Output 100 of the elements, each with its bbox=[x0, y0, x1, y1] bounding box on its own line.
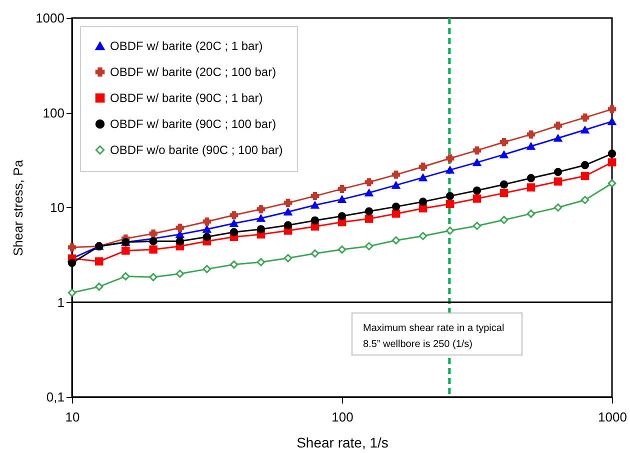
point bbox=[418, 162, 428, 171]
point bbox=[392, 170, 400, 179]
point bbox=[202, 264, 212, 274]
point bbox=[94, 282, 104, 291]
x-axis-title: Shear rate, 1/s bbox=[296, 434, 388, 450]
point bbox=[149, 273, 158, 282]
point bbox=[526, 142, 536, 150]
point bbox=[122, 246, 130, 255]
point bbox=[364, 178, 374, 186]
point bbox=[392, 182, 400, 189]
point bbox=[418, 174, 428, 182]
point bbox=[580, 126, 590, 134]
point bbox=[446, 166, 454, 174]
point bbox=[149, 237, 158, 246]
point bbox=[310, 192, 320, 200]
point bbox=[608, 179, 616, 188]
point bbox=[149, 230, 158, 238]
point bbox=[472, 222, 482, 230]
point bbox=[176, 270, 184, 278]
point bbox=[392, 202, 400, 211]
point bbox=[284, 208, 292, 216]
point bbox=[68, 288, 76, 297]
point bbox=[256, 214, 266, 222]
point bbox=[364, 214, 374, 223]
point bbox=[580, 161, 590, 170]
point bbox=[446, 192, 454, 200]
point bbox=[472, 146, 482, 155]
y-tick-label: 1 bbox=[57, 294, 64, 310]
point bbox=[284, 254, 292, 262]
point bbox=[526, 183, 536, 192]
x-tick-label: 1000 bbox=[598, 410, 627, 424]
point bbox=[472, 194, 482, 203]
point bbox=[446, 154, 454, 162]
point bbox=[284, 198, 292, 207]
legend-label: OBDF w/ barite (90C ; 100 bar) bbox=[110, 117, 276, 131]
point bbox=[580, 196, 590, 204]
legend-label: OBDF w/ barite (20C ; 1 bar) bbox=[110, 39, 263, 53]
point bbox=[472, 186, 482, 195]
point bbox=[526, 174, 536, 182]
point bbox=[392, 236, 400, 244]
point bbox=[418, 204, 428, 212]
point bbox=[608, 150, 616, 158]
point bbox=[202, 232, 212, 241]
point bbox=[338, 184, 346, 194]
point bbox=[364, 242, 374, 250]
point bbox=[446, 200, 454, 208]
point bbox=[122, 272, 130, 280]
point bbox=[230, 211, 238, 220]
point bbox=[500, 150, 508, 158]
point bbox=[500, 216, 508, 224]
legend-label: OBDF w/ barite (20C ; 100 bar) bbox=[110, 65, 276, 79]
point bbox=[554, 134, 562, 142]
point bbox=[364, 189, 374, 196]
point bbox=[364, 207, 374, 216]
point bbox=[176, 237, 184, 246]
point bbox=[418, 198, 428, 206]
point bbox=[446, 226, 454, 235]
point bbox=[230, 220, 238, 228]
y-axis-title: Shear stress, Pa bbox=[10, 159, 26, 256]
point bbox=[338, 196, 346, 203]
point bbox=[230, 228, 238, 236]
point bbox=[500, 188, 508, 198]
point bbox=[256, 258, 266, 266]
point bbox=[608, 118, 616, 126]
x-tick-label: 100 bbox=[332, 410, 354, 424]
x-tick-label: 10 bbox=[65, 410, 80, 424]
point bbox=[256, 225, 266, 234]
point bbox=[554, 122, 562, 130]
point bbox=[500, 180, 508, 189]
point bbox=[580, 113, 590, 122]
point bbox=[176, 224, 184, 232]
point bbox=[472, 158, 482, 166]
annotation: Maximum shear rate in a typical 8.5” wellbore is 250 (1/s) bbox=[363, 323, 504, 350]
point bbox=[554, 177, 562, 186]
point bbox=[526, 130, 536, 139]
point bbox=[310, 249, 320, 258]
point bbox=[310, 216, 320, 225]
point bbox=[149, 245, 158, 254]
y-tick-label: 1000 bbox=[36, 10, 64, 26]
point bbox=[526, 210, 536, 218]
point bbox=[284, 221, 292, 230]
point bbox=[310, 201, 320, 209]
point bbox=[338, 245, 346, 254]
point bbox=[68, 243, 76, 252]
y-tick-label: 0,1 bbox=[46, 390, 64, 404]
legend-label: OBDF w/ barite (90C ; 1 bar) bbox=[110, 91, 263, 105]
y-tick-label: 10 bbox=[50, 200, 64, 215]
point bbox=[580, 172, 590, 180]
point bbox=[202, 217, 212, 226]
point bbox=[392, 210, 400, 218]
point bbox=[202, 226, 212, 233]
point bbox=[608, 105, 616, 114]
point bbox=[500, 138, 508, 146]
point bbox=[94, 257, 104, 266]
point bbox=[230, 260, 238, 269]
point bbox=[554, 203, 562, 212]
point bbox=[68, 258, 76, 268]
point bbox=[338, 212, 346, 220]
legend-label: OBDF w/o barite (90C ; 100 bar) bbox=[110, 143, 283, 157]
point bbox=[608, 158, 616, 166]
